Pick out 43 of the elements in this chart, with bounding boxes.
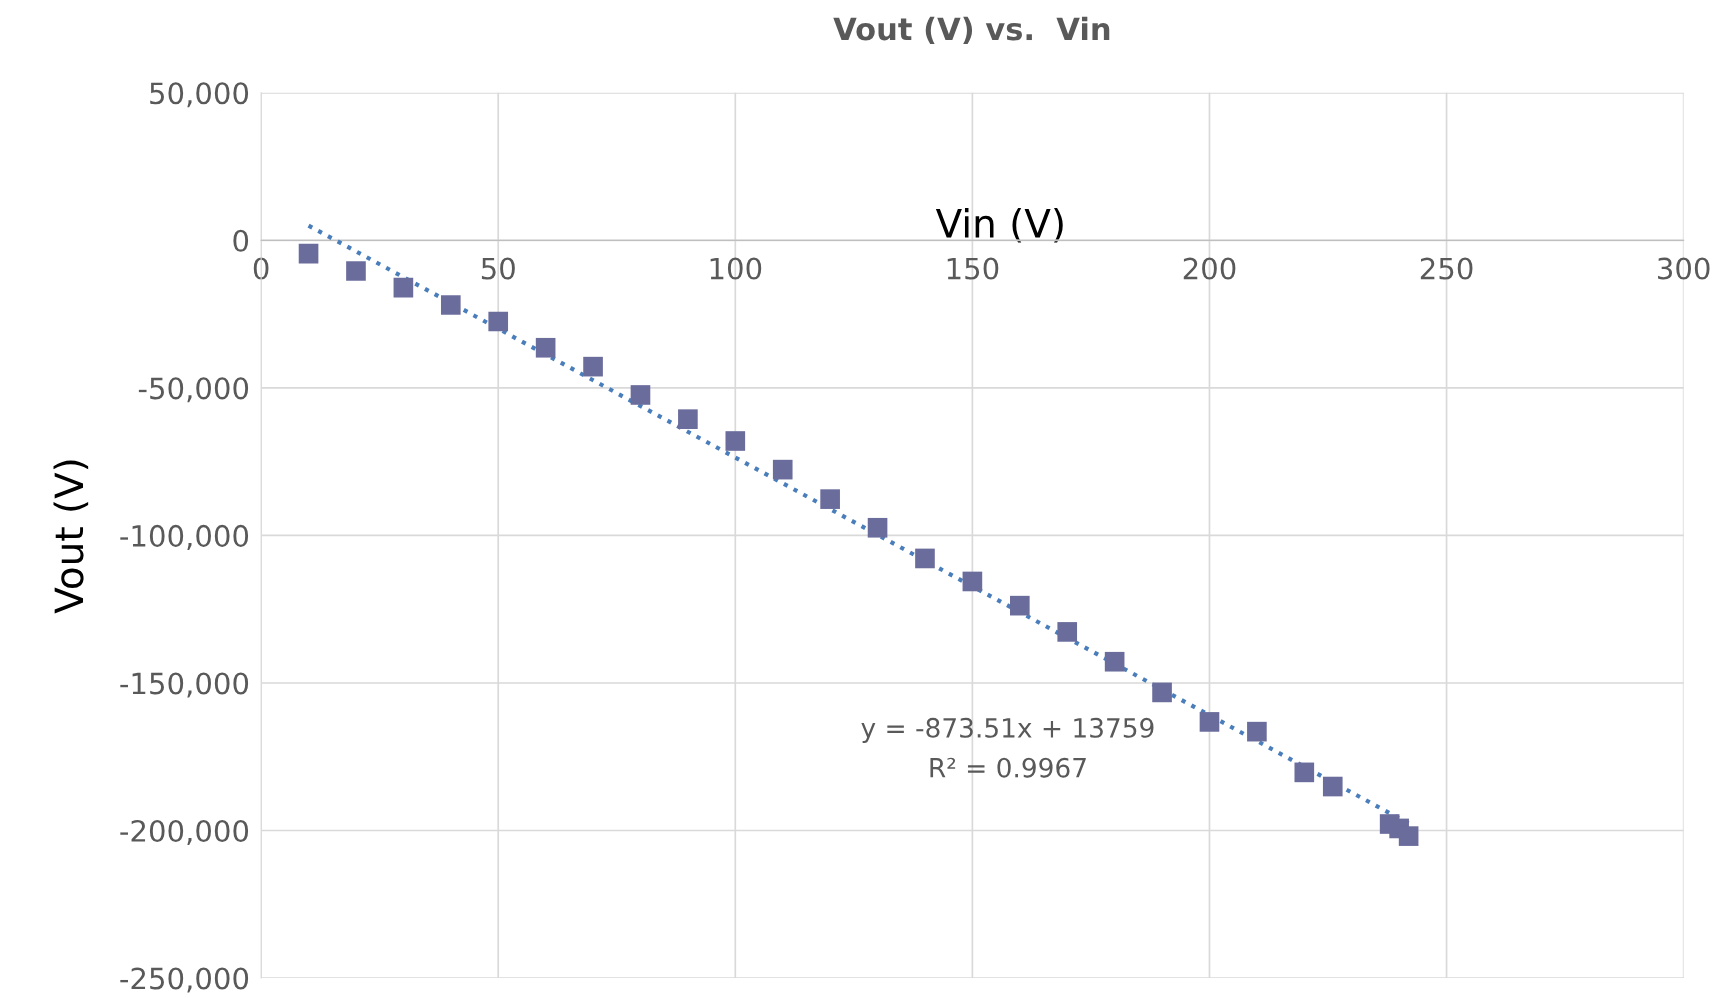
- point: [630, 385, 651, 405]
- point: [1199, 712, 1220, 732]
- annotation: y = -873.51x + 13759: [861, 717, 1154, 743]
- y-tick-label: -250,000: [120, 967, 249, 993]
- point: [583, 356, 603, 377]
- y-tick-label: -150,000: [120, 672, 249, 698]
- point: [440, 295, 461, 315]
- point: [488, 311, 509, 332]
- point: [1009, 595, 1030, 616]
- y-tick-label: 50,000: [150, 82, 249, 108]
- point: [535, 337, 556, 358]
- x-tick-label: 300: [1658, 257, 1710, 280]
- point: [820, 489, 840, 509]
- point: [915, 548, 935, 569]
- point: [867, 517, 888, 538]
- point: [393, 277, 414, 298]
- point: [772, 459, 793, 480]
- point: [678, 409, 698, 429]
- y-axis-title: Vout (V): [53, 460, 89, 614]
- point: [1322, 776, 1343, 797]
- x-tick-label: 100: [710, 257, 762, 280]
- y-tick-label: 0: [233, 229, 249, 252]
- point: [1398, 826, 1419, 846]
- point: [725, 431, 746, 451]
- x-tick-label: 250: [1420, 257, 1473, 280]
- y-tick-label: -50,000: [138, 377, 249, 403]
- x-tick-label: 50: [481, 257, 515, 280]
- x-axis-title: Vin (V): [935, 207, 1063, 243]
- point: [1104, 651, 1125, 672]
- x-tick-label: 0: [253, 257, 269, 280]
- point: [298, 243, 319, 264]
- y-tick-label: -200,000: [120, 819, 249, 845]
- point: [346, 261, 366, 281]
- chart-title: Vout (V) vs. Vin: [833, 16, 1110, 45]
- annotation: R² = 0.9967: [930, 757, 1086, 778]
- x-tick-label: 200: [1183, 257, 1236, 280]
- x-tick-label: 150: [947, 257, 999, 280]
- point: [1294, 762, 1315, 783]
- y-tick-label: -100,000: [120, 524, 249, 550]
- point: [1057, 622, 1078, 642]
- point: [1247, 721, 1267, 742]
- point: [1152, 682, 1172, 703]
- point: [962, 571, 983, 592]
